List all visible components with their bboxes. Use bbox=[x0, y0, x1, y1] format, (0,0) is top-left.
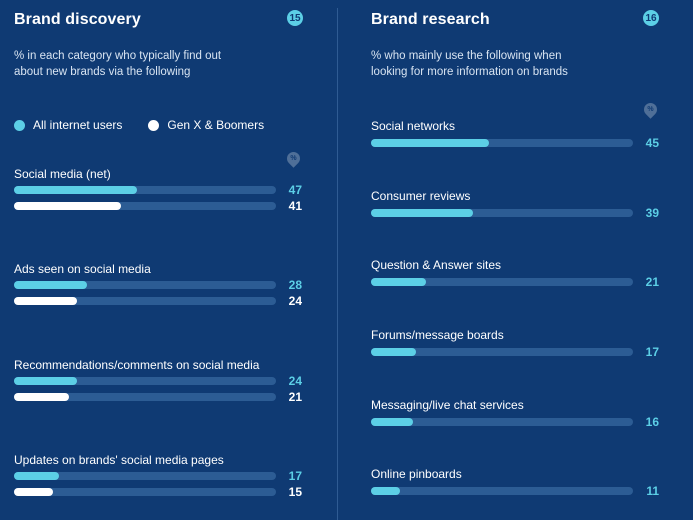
bar-track bbox=[14, 202, 276, 210]
percent-pin-text: % bbox=[290, 155, 297, 162]
category-label: Messaging/live chat services bbox=[371, 398, 524, 412]
bar bbox=[14, 186, 138, 194]
chart-number-badge: 16 bbox=[643, 10, 659, 26]
bar bbox=[371, 278, 427, 286]
bar bbox=[14, 393, 70, 401]
legend-item-all-users: All internet users bbox=[14, 118, 122, 132]
data-label: 11 bbox=[646, 484, 659, 498]
bar-track bbox=[371, 139, 633, 147]
data-label: 17 bbox=[288, 469, 302, 483]
category-label: Forums/message boards bbox=[371, 328, 504, 342]
bar bbox=[14, 472, 59, 480]
bar-track bbox=[371, 348, 633, 356]
bar-track bbox=[371, 487, 633, 495]
category-label: Online pinboards bbox=[371, 467, 462, 481]
data-label: 24 bbox=[288, 294, 302, 308]
subtitle-line: % who mainly use the following when bbox=[371, 50, 562, 62]
bar-track bbox=[14, 297, 276, 305]
bar-track bbox=[371, 209, 633, 217]
panel-divider bbox=[337, 8, 338, 520]
data-label: 28 bbox=[288, 278, 302, 292]
bar bbox=[371, 209, 474, 217]
bar bbox=[14, 281, 88, 289]
bar bbox=[14, 297, 77, 305]
category-label: Social media (net) bbox=[14, 167, 111, 181]
percent-pin-text: % bbox=[647, 106, 654, 113]
legend-label: All internet users bbox=[33, 118, 123, 132]
legend-dot-icon bbox=[148, 119, 160, 131]
percent-pin-icon: % bbox=[284, 149, 303, 168]
panel-title: Brand research bbox=[371, 11, 490, 28]
subtitle-line: about new brands via the following bbox=[14, 66, 191, 78]
bar-track bbox=[371, 278, 633, 286]
legend-dot-icon bbox=[14, 119, 25, 131]
brand-discovery-panel: Brand discovery 15 % in each category wh… bbox=[0, 0, 338, 520]
data-label: 15 bbox=[288, 485, 302, 499]
bar bbox=[14, 202, 122, 210]
category-label: Ads seen on social media bbox=[14, 262, 151, 276]
panel-subtitle: % who mainly use the following when look… bbox=[371, 48, 631, 80]
panel-title: Brand discovery bbox=[14, 11, 141, 28]
data-label: 21 bbox=[645, 275, 659, 289]
subtitle-line: % in each category who typically find ou… bbox=[14, 50, 222, 62]
data-label: 24 bbox=[288, 374, 302, 388]
category-label: Question & Answer sites bbox=[371, 258, 502, 272]
category-label: Consumer reviews bbox=[371, 189, 471, 203]
data-label: 41 bbox=[288, 199, 302, 213]
subtitle-line: looking for more information on brands bbox=[371, 66, 568, 78]
bar-track bbox=[14, 281, 276, 289]
percent-pin-icon: % bbox=[641, 100, 660, 119]
bar-track bbox=[14, 393, 276, 401]
legend-item-genx-boomers: Gen X & Boomers bbox=[148, 118, 264, 132]
bar-track bbox=[14, 186, 276, 194]
bar bbox=[371, 418, 413, 426]
bar bbox=[371, 487, 400, 495]
legend-label: Gen X & Boomers bbox=[167, 118, 265, 132]
category-label: Recommendations/comments on social media bbox=[14, 358, 260, 372]
data-label: 21 bbox=[288, 390, 302, 404]
bar-track bbox=[14, 377, 276, 385]
data-label: 45 bbox=[645, 136, 659, 150]
data-label: 39 bbox=[645, 206, 659, 220]
bar bbox=[371, 348, 416, 356]
chart-legend: All internet users Gen X & Boomers bbox=[14, 118, 264, 132]
bar-track bbox=[14, 472, 276, 480]
bar bbox=[14, 488, 54, 496]
chart-number-badge: 15 bbox=[287, 10, 303, 26]
category-label: Updates on brands' social media pages bbox=[14, 453, 224, 467]
category-label: Social networks bbox=[371, 119, 456, 133]
data-label: 17 bbox=[645, 345, 659, 359]
panel-subtitle: % in each category who typically find ou… bbox=[14, 48, 274, 80]
bar bbox=[14, 377, 77, 385]
bar-track bbox=[371, 418, 633, 426]
data-label: 47 bbox=[288, 183, 302, 197]
brand-research-panel: Brand research 16 % who mainly use the f… bbox=[338, 0, 693, 520]
data-label: 16 bbox=[645, 415, 659, 429]
bar-track bbox=[14, 488, 276, 496]
bar bbox=[371, 139, 489, 147]
